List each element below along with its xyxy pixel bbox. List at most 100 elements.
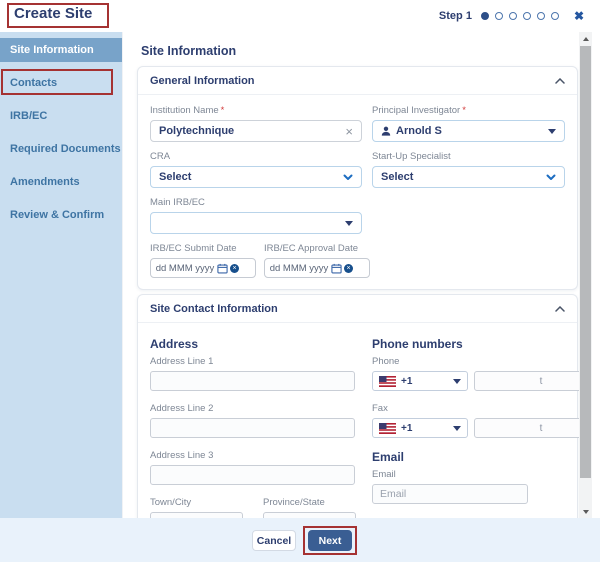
step-dot-1-active xyxy=(480,12,489,20)
startup-specialist-label: Start-Up Specialist xyxy=(372,151,451,162)
cra-group: CRA Select xyxy=(150,151,362,188)
address-line-3-input[interactable] xyxy=(150,465,355,485)
phone-label: Phone xyxy=(372,356,400,367)
chevron-up-icon xyxy=(555,305,565,312)
email-label: Email xyxy=(372,469,396,480)
irb-dates-row: IRB/EC Submit Date × IRB/EC Approval Dat… xyxy=(150,243,565,278)
arrow-down-icon xyxy=(582,509,589,514)
institution-name-label: Institution Name * xyxy=(150,105,225,116)
site-contact-header: Site Contact Information xyxy=(138,295,577,323)
irb-approval-date-group: IRB/EC Approval Date × xyxy=(264,243,370,278)
wizard-sidebar: Site Information Contacts IRB/EC Require… xyxy=(0,32,122,518)
institution-name-field[interactable]: Polytechnique × xyxy=(150,120,362,142)
scroll-up-button[interactable] xyxy=(579,32,592,45)
principal-investigator-value: Arnold S xyxy=(396,125,442,137)
chevron-down-icon xyxy=(546,174,556,181)
date-clear-icon[interactable]: × xyxy=(230,263,239,273)
us-flag-icon xyxy=(379,422,396,434)
scroll-down-button[interactable] xyxy=(579,505,592,518)
clear-institution-icon[interactable]: × xyxy=(345,123,353,139)
calendar-icon[interactable] xyxy=(331,263,342,274)
person-icon xyxy=(381,126,391,136)
site-contact-title: Site Contact Information xyxy=(150,302,278,315)
step-dot-6 xyxy=(550,12,559,20)
province-state-label: Province/State xyxy=(263,497,325,508)
irb-submit-date-input[interactable] xyxy=(155,262,215,274)
irb-submit-date-field[interactable]: × xyxy=(150,258,256,278)
email-input[interactable] xyxy=(372,484,528,504)
email-group: Email xyxy=(372,469,579,504)
wizard-header: Create Site Step 1 ✖ xyxy=(0,0,600,32)
province-state-input[interactable] xyxy=(263,512,356,518)
irb-submit-date-label: IRB/EC Submit Date xyxy=(150,243,237,254)
address-line-1-input[interactable] xyxy=(150,371,355,391)
startup-specialist-group: Start-Up Specialist Select xyxy=(372,151,565,188)
cancel-button[interactable]: Cancel xyxy=(252,530,296,551)
irb-approval-date-input[interactable] xyxy=(269,262,329,274)
wizard-title: Create Site xyxy=(14,5,93,22)
dropdown-caret-icon xyxy=(345,220,353,226)
us-flag-icon xyxy=(379,375,396,387)
address-line-3-group: Address Line 3 xyxy=(150,450,362,485)
principal-investigator-select[interactable]: Arnold S xyxy=(372,120,565,142)
fax-number-input[interactable] xyxy=(474,418,579,438)
address-line-2-group: Address Line 2 xyxy=(150,403,362,438)
fax-dial-code: +1 xyxy=(401,422,413,434)
scrollbar-thumb[interactable] xyxy=(580,46,591,478)
address-line-2-label: Address Line 2 xyxy=(150,403,214,414)
sidebar-item-required-documents[interactable]: Required Documents xyxy=(10,143,121,155)
step-indicator: Step 1 ✖ xyxy=(439,0,584,32)
cra-value: Select xyxy=(159,171,192,183)
town-city-input[interactable] xyxy=(150,512,243,518)
vertical-scrollbar[interactable] xyxy=(579,32,592,518)
calendar-icon[interactable] xyxy=(217,263,228,274)
page-title: Site Information xyxy=(141,44,237,58)
phone-email-column: Phone numbers Phone +1 xyxy=(372,337,579,518)
address-line-3-label: Address Line 3 xyxy=(150,450,214,461)
irb-approval-date-field[interactable]: × xyxy=(264,258,370,278)
town-province-row: Town/City Province/State xyxy=(150,497,362,518)
step-label: Step 1 xyxy=(438,10,472,22)
startup-specialist-select[interactable]: Select xyxy=(372,166,565,188)
main-irb-select[interactable] xyxy=(150,212,362,234)
dropdown-caret-icon xyxy=(453,378,461,384)
phone-number-input[interactable] xyxy=(474,371,579,391)
next-button[interactable]: Next xyxy=(308,530,352,551)
general-information-title: General Information xyxy=(150,74,255,87)
sidebar-item-review-confirm[interactable]: Review & Confirm xyxy=(10,209,105,221)
town-city-group: Town/City xyxy=(150,497,243,518)
dropdown-caret-icon xyxy=(453,425,461,431)
wizard-footer: Cancel Next xyxy=(0,518,600,562)
cra-select[interactable]: Select xyxy=(150,166,362,188)
sidebar-item-site-information[interactable]: Site Information xyxy=(0,38,122,62)
fax-country-select[interactable]: +1 xyxy=(372,418,468,438)
general-information-header: General Information xyxy=(138,67,577,95)
sidebar-item-contacts[interactable]: Contacts xyxy=(10,77,58,89)
startup-specialist-value: Select xyxy=(381,171,414,183)
general-information-card: General Information Institution Name * Po… xyxy=(137,66,578,290)
main-panel: Site Information General Information Ins… xyxy=(122,32,579,518)
institution-name-group: Institution Name * Polytechnique × xyxy=(150,105,362,142)
sidebar-item-amendments[interactable]: Amendments xyxy=(10,176,80,188)
address-column: Address Address Line 1 Address Line 2 Ad… xyxy=(150,337,362,518)
phone-country-select[interactable]: +1 xyxy=(372,371,468,391)
date-clear-icon[interactable]: × xyxy=(344,263,353,273)
sidebar-item-irb-ec[interactable]: IRB/EC xyxy=(10,110,48,122)
collapse-general-button[interactable] xyxy=(555,77,565,84)
province-state-group: Province/State xyxy=(263,497,356,518)
principal-investigator-label: Principal Investigator * xyxy=(372,105,466,116)
step-dot-4 xyxy=(522,12,531,20)
collapse-contact-button[interactable] xyxy=(555,305,565,312)
main-irb-label: Main IRB/EC xyxy=(150,197,205,208)
close-icon[interactable]: ✖ xyxy=(573,9,584,23)
chevron-up-icon xyxy=(555,77,565,84)
cra-label: CRA xyxy=(150,151,171,162)
main-irb-group: Main IRB/EC xyxy=(150,197,362,234)
address-line-1-label: Address Line 1 xyxy=(150,356,214,367)
phone-dial-code: +1 xyxy=(401,375,413,387)
principal-investigator-group: Principal Investigator * Arnold S xyxy=(372,105,565,142)
fax-group: Fax +1 xyxy=(372,403,579,438)
arrow-up-icon xyxy=(582,36,589,41)
step-dot-3 xyxy=(508,12,517,20)
address-line-2-input[interactable] xyxy=(150,418,355,438)
